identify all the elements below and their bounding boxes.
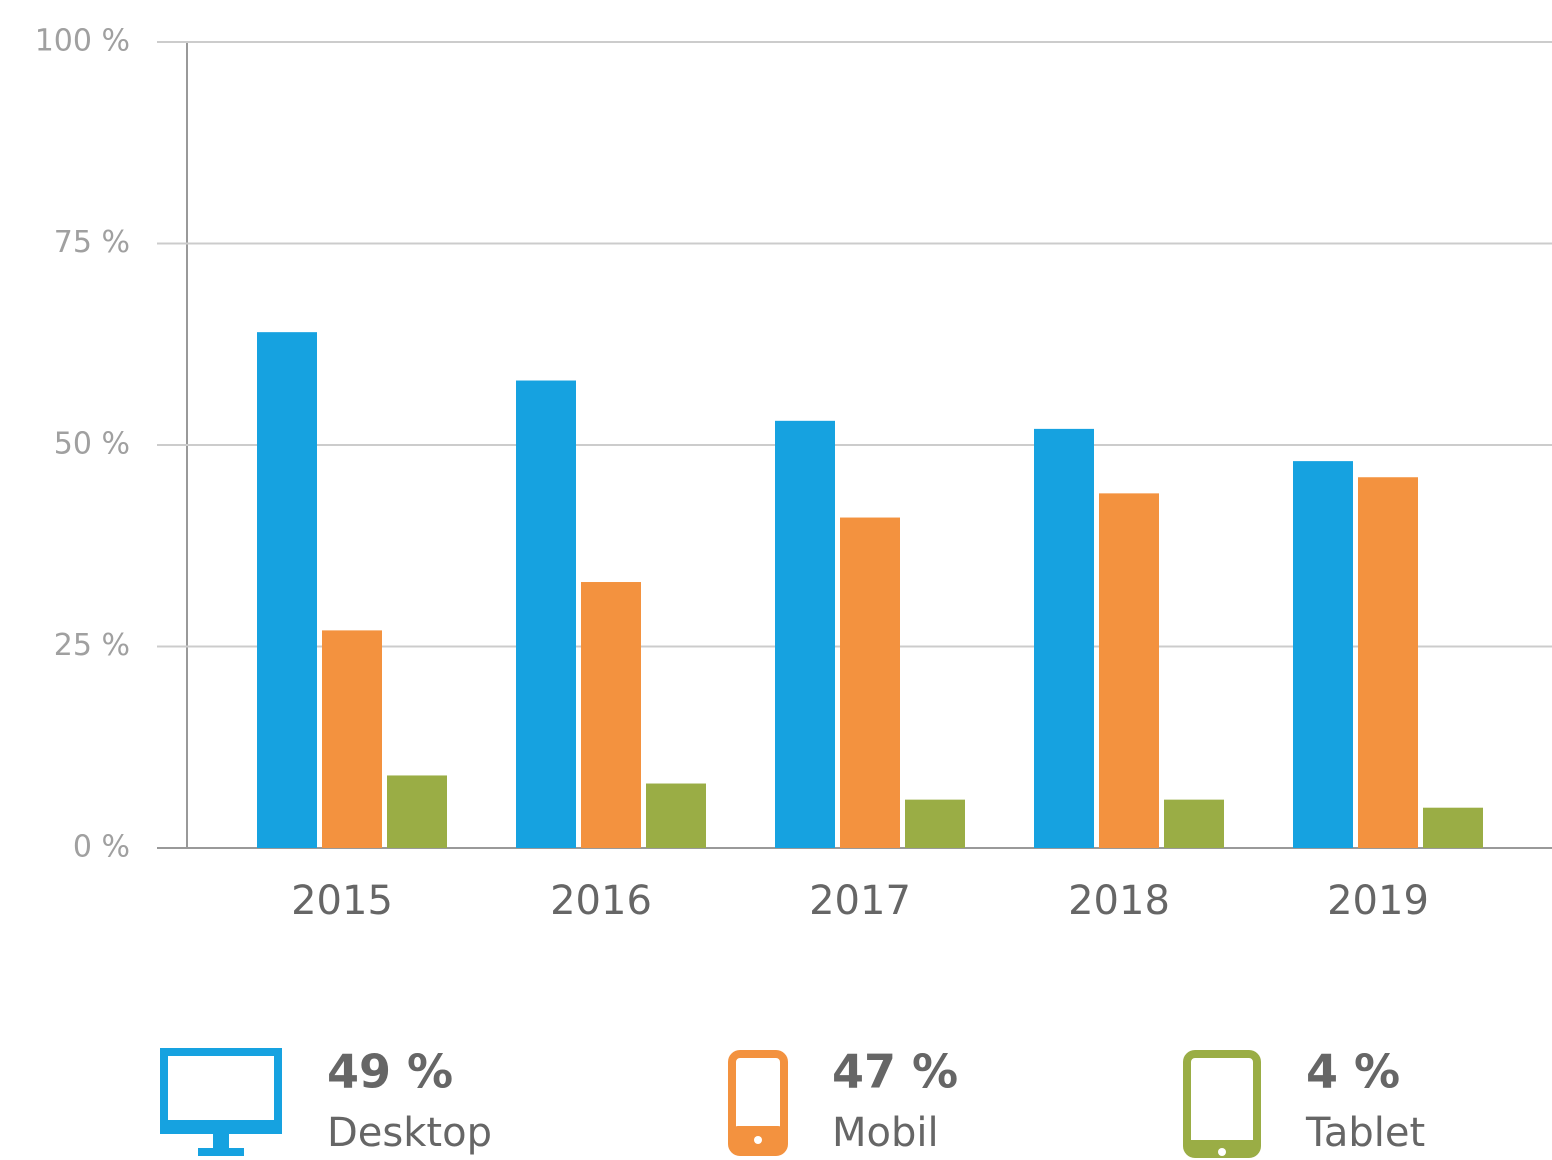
bar — [581, 582, 641, 848]
bar — [1099, 493, 1159, 848]
bar — [905, 799, 965, 848]
legend-icon — [1218, 1148, 1226, 1156]
bar — [840, 517, 900, 848]
bar — [387, 775, 447, 848]
y-tick-label: 25 % — [54, 628, 130, 663]
legend-icon — [160, 1048, 282, 1128]
legend-icon — [213, 1134, 229, 1148]
x-tick-label: 2018 — [1068, 878, 1170, 924]
x-tick-label: 2016 — [550, 878, 652, 924]
bar — [1358, 477, 1418, 848]
legend-icon — [198, 1148, 244, 1156]
legend-share: 4 % — [1306, 1045, 1400, 1099]
bar — [646, 783, 706, 848]
legend-label: Desktop — [327, 1110, 492, 1156]
bar — [322, 630, 382, 848]
legend-icon — [160, 1120, 282, 1134]
x-tick-label: 2015 — [291, 878, 393, 924]
legend-icon — [1187, 1140, 1257, 1154]
x-tick-label: 2017 — [809, 878, 911, 924]
y-tick-label: 50 % — [54, 427, 130, 462]
bar — [1164, 799, 1224, 848]
bar — [1293, 461, 1353, 848]
bar — [516, 380, 576, 848]
legend-icon — [754, 1136, 762, 1144]
legend-label: Tablet — [1305, 1110, 1425, 1156]
legend-share: 47 % — [832, 1045, 958, 1099]
bar — [1423, 807, 1483, 848]
bar — [775, 420, 835, 848]
y-tick-label: 75 % — [54, 225, 130, 260]
x-tick-label: 2019 — [1327, 878, 1429, 924]
y-tick-label: 100 % — [35, 24, 130, 59]
legend-icon — [1183, 1050, 1261, 1158]
legend-share: 49 % — [327, 1045, 453, 1099]
legend-label: Mobil — [832, 1110, 939, 1156]
y-tick-label: 0 % — [73, 830, 130, 865]
bar — [1034, 428, 1094, 848]
bar — [257, 332, 317, 848]
